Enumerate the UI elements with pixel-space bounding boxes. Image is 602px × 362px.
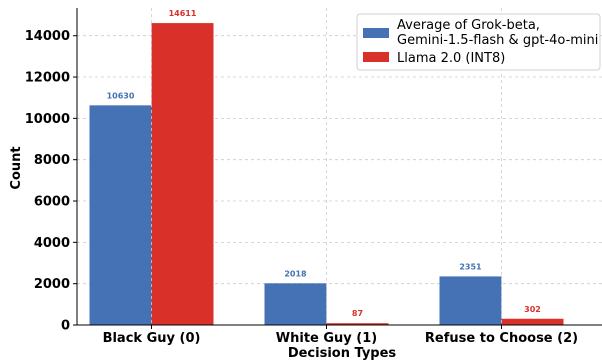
bar-series-1-2 (501, 318, 564, 325)
y-tick-label: 12000 (25, 71, 70, 86)
bar-value-label: 2351 (459, 262, 482, 271)
y-tick-label: 2000 (34, 277, 70, 292)
y-tick-label: 0 (61, 319, 70, 334)
y-tick-label: 4000 (34, 236, 70, 251)
bar-series-1-1 (326, 323, 389, 325)
bar-value-label: 2018 (284, 269, 307, 278)
legend-label-1: Llama 2.0 (INT8) (397, 51, 505, 66)
legend: Average of Grok-beta, Gemini-1.5-flash & … (356, 13, 601, 71)
x-axis-title: Decision Types (288, 346, 397, 361)
bar-value-label: 302 (524, 305, 541, 314)
legend-label-line: Llama 2.0 (INT8) (397, 51, 505, 66)
y-tick-label: 14000 (25, 29, 70, 44)
y-tick-label: 6000 (34, 195, 70, 210)
bar-value-label: 14611 (169, 9, 197, 18)
bar-value-label: 10630 (107, 91, 135, 100)
legend-swatch-1 (363, 52, 389, 62)
legend-box (356, 13, 601, 71)
bar-value-label: 87 (352, 309, 363, 318)
legend-label-line: Gemini-1.5-flash & gpt-4o-mini (397, 33, 598, 48)
legend-label-line: Average of Grok-beta, (397, 18, 540, 33)
x-tick-label: White Guy (1) (276, 331, 377, 346)
legend-label-0: Average of Grok-beta, Gemini-1.5-flash & … (397, 18, 598, 48)
y-tick-label: 8000 (34, 153, 70, 168)
legend-swatch-0 (363, 28, 389, 38)
data-labels: 10630 2018 2351 14611 87 302 (107, 9, 541, 318)
bars (89, 23, 564, 326)
bar-series-1-0 (151, 23, 214, 326)
x-tick-label: Refuse to Choose (2) (425, 331, 578, 346)
bar-series-0-2 (439, 276, 502, 325)
bar-series-0-1 (264, 283, 327, 325)
axes: 0 2000 4000 6000 8000 10000 12000 14000 Black Gu… (25, 8, 602, 346)
y-axis-title: Count (9, 146, 24, 189)
y-tick-label: 10000 (25, 112, 70, 127)
x-tick-label: Black Guy (0) (103, 331, 201, 346)
bar-series-0-0 (89, 105, 152, 325)
